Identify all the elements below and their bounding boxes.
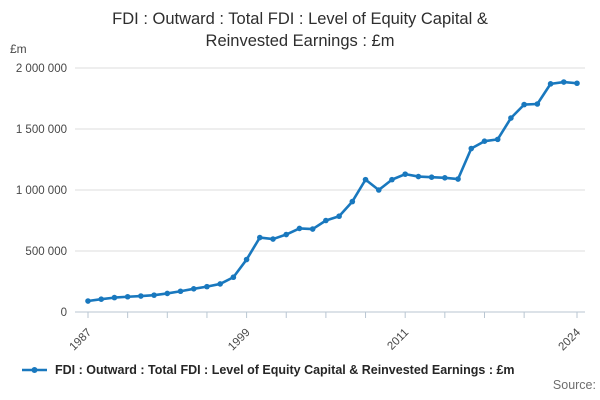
legend-label: FDI : Outward : Total FDI : Level of Equ…	[55, 363, 515, 377]
svg-text:1 500 000: 1 500 000	[16, 124, 67, 136]
y-axis-labels: 0 500 000 1 000 000 1 500 000 2 000 000	[16, 63, 67, 319]
x-axis-labels: 1987 1999 2011 2024	[68, 326, 584, 353]
data-point[interactable]	[243, 256, 250, 263]
data-point[interactable]	[111, 294, 118, 301]
source-label: Source:	[552, 378, 596, 392]
x-axis-ticks	[87, 312, 578, 318]
data-point[interactable]	[283, 231, 290, 238]
data-point[interactable]	[270, 236, 276, 242]
data-point[interactable]	[521, 101, 527, 108]
legend[interactable]: FDI : Outward : Total FDI : Level of Equ…	[22, 363, 515, 377]
svg-text:0: 0	[61, 307, 67, 319]
data-point[interactable]	[508, 115, 514, 121]
data-point[interactable]	[98, 296, 105, 302]
data-point[interactable]	[375, 187, 382, 193]
svg-text:1987: 1987	[68, 327, 95, 354]
data-point[interactable]	[309, 226, 316, 232]
data-point[interactable]	[257, 234, 263, 241]
data-point[interactable]	[481, 138, 488, 144]
data-point[interactable]	[442, 175, 448, 181]
data-points	[85, 79, 580, 304]
data-point[interactable]	[204, 283, 210, 290]
data-point[interactable]	[217, 281, 223, 287]
data-point[interactable]	[560, 79, 567, 85]
data-point[interactable]	[323, 217, 329, 224]
data-point[interactable]	[296, 225, 303, 232]
svg-text:1999: 1999	[226, 327, 253, 354]
data-point[interactable]	[494, 136, 501, 143]
svg-text:1 000 000: 1 000 000	[16, 185, 67, 197]
data-point[interactable]	[164, 290, 171, 297]
chart-title: FDI : Outward : Total FDI : Level of Equ…	[112, 10, 488, 50]
svg-text:2 000 000: 2 000 000	[16, 63, 67, 75]
data-point[interactable]	[468, 145, 475, 152]
data-point[interactable]	[428, 174, 435, 180]
data-point[interactable]	[455, 176, 461, 182]
data-point[interactable]	[547, 81, 554, 87]
legend-line-marker-icon	[22, 367, 47, 373]
data-point[interactable]	[230, 274, 237, 281]
data-point[interactable]	[190, 286, 197, 292]
data-point[interactable]	[85, 298, 91, 304]
data-point[interactable]	[415, 173, 422, 180]
data-point[interactable]	[138, 293, 144, 299]
data-point[interactable]	[574, 80, 580, 87]
data-point[interactable]	[336, 213, 342, 220]
svg-text:500 000: 500 000	[25, 246, 67, 258]
y-axis-unit-label: £m	[10, 42, 27, 56]
data-point[interactable]	[177, 288, 184, 295]
data-point[interactable]	[389, 176, 395, 183]
svg-text:2024: 2024	[557, 326, 584, 353]
data-line	[86, 80, 579, 303]
data-point[interactable]	[534, 101, 541, 107]
data-point[interactable]	[362, 176, 369, 183]
svg-text:2011: 2011	[385, 327, 411, 353]
data-point[interactable]	[349, 198, 356, 205]
gridlines	[75, 67, 585, 313]
data-point[interactable]	[151, 292, 157, 298]
data-point[interactable]	[124, 293, 131, 300]
data-point[interactable]	[402, 171, 408, 177]
